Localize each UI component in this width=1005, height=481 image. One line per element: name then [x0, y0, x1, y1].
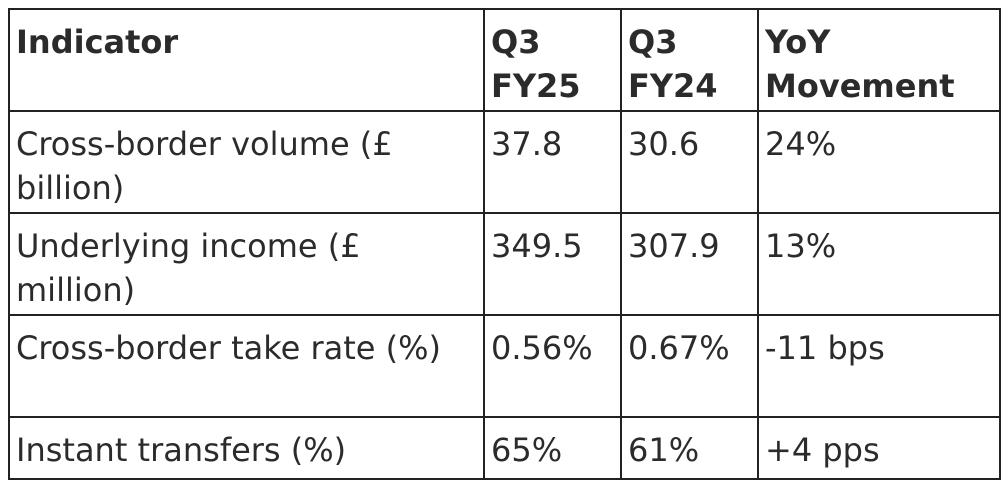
yoy-movement-cell: 13%: [757, 212, 1001, 316]
table-row: Cross-border take rate (%) 0.56% 0.67% -…: [8, 314, 1001, 418]
indicator-cell: Underlying income (£ million): [8, 212, 485, 316]
indicator-table: Indicator Q3 FY25 Q3 FY24 YoY Movement C…: [8, 8, 1001, 480]
header-q3-fy25: Q3 FY25: [483, 8, 622, 112]
indicator-cell: Cross-border take rate (%): [8, 314, 485, 418]
q3-fy24-cell: 30.6: [620, 110, 759, 214]
header-yoy-movement: YoY Movement: [757, 8, 1001, 112]
indicator-cell: Instant transfers (%): [8, 416, 485, 480]
table-row: Underlying income (£ million) 349.5 307.…: [8, 212, 1001, 316]
header-q3-fy24: Q3 FY24: [620, 8, 759, 112]
q3-fy24-cell: 0.67%: [620, 314, 759, 418]
yoy-movement-cell: +4 pps: [757, 416, 1001, 480]
yoy-movement-cell: -11 bps: [757, 314, 1001, 418]
yoy-movement-cell: 24%: [757, 110, 1001, 214]
indicator-cell: Cross-border volume (£ billion): [8, 110, 485, 214]
table-header-row: Indicator Q3 FY25 Q3 FY24 YoY Movement: [8, 8, 1001, 112]
q3-fy25-cell: 37.8: [483, 110, 622, 214]
q3-fy25-cell: 0.56%: [483, 314, 622, 418]
header-indicator: Indicator: [8, 8, 485, 112]
q3-fy24-cell: 61%: [620, 416, 759, 480]
table-row: Cross-border volume (£ billion) 37.8 30.…: [8, 110, 1001, 214]
q3-fy25-cell: 65%: [483, 416, 622, 480]
table-row: Instant transfers (%) 65% 61% +4 pps: [8, 416, 1001, 480]
q3-fy25-cell: 349.5: [483, 212, 622, 316]
q3-fy24-cell: 307.9: [620, 212, 759, 316]
